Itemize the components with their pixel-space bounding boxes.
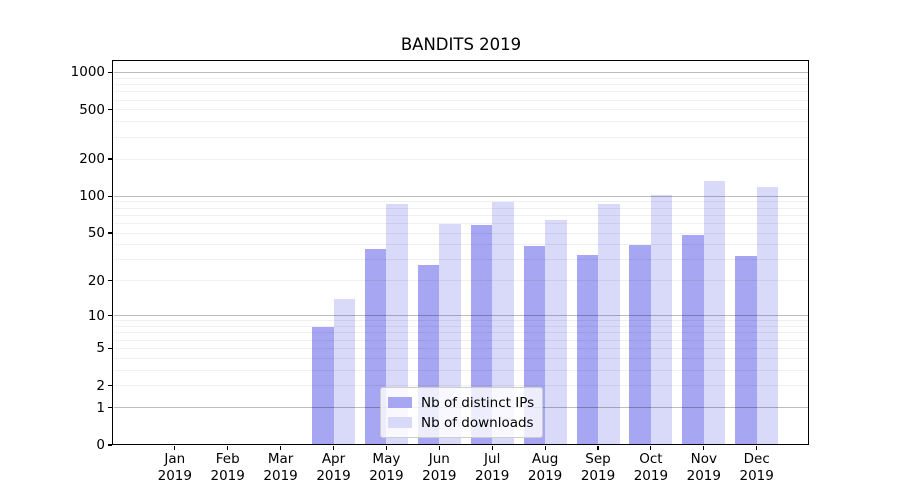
x-axis-tick-label: Jan 2019 [157, 451, 192, 484]
major-gridline [114, 315, 809, 317]
y-tick-mark [107, 280, 112, 282]
bar-nb-of-distinct-ips-oct [629, 244, 651, 445]
bar-nb-of-distinct-ips-apr [312, 326, 334, 445]
minor-gridline [114, 232, 809, 234]
major-gridline [114, 195, 809, 197]
y-axis-tick-label: 0 [96, 437, 105, 453]
minor-gridline [114, 339, 809, 341]
minor-gridline [114, 280, 809, 282]
y-axis-tick-label: 200 [79, 151, 105, 168]
minor-gridline [114, 347, 809, 349]
y-tick-mark [107, 315, 112, 317]
x-tick-mark [544, 445, 546, 451]
minor-gridline [114, 222, 809, 224]
chart-title: BANDITS 2019 [400, 35, 522, 54]
y-axis-tick-label: 1000 [70, 64, 105, 81]
bar-nb-of-distinct-ips-nov [682, 235, 704, 445]
minor-gridline [114, 214, 809, 216]
x-tick-mark [227, 445, 229, 451]
y-tick-mark [107, 407, 112, 409]
legend: Nb of distinct IPs Nb of downloads [380, 387, 543, 438]
minor-gridline [114, 84, 809, 85]
y-axis-tick-label: 20 [87, 272, 105, 289]
x-axis-tick-label: Nov 2019 [686, 451, 721, 484]
x-tick-mark [385, 445, 387, 451]
legend-label-distinct-ips: Nb of distinct IPs [421, 394, 535, 411]
y-tick-mark [107, 385, 112, 387]
minor-gridline [114, 326, 809, 328]
y-tick-mark [107, 158, 112, 160]
bar-nb-of-downloads-dec [756, 187, 779, 445]
minor-gridline [114, 207, 809, 209]
minor-gridline [114, 320, 809, 322]
minor-gridline [114, 369, 809, 371]
minor-gridline [114, 332, 809, 334]
bar-nb-of-downloads-aug [545, 219, 567, 445]
x-axis-tick-label: Jun 2019 [422, 451, 457, 484]
x-axis-tick-label: Oct 2019 [633, 451, 669, 484]
y-tick-mark [107, 195, 112, 197]
major-gridline [114, 71, 809, 73]
x-tick-mark [491, 445, 493, 451]
legend-swatch-distinct-ips [388, 397, 412, 408]
bar-nb-of-downloads-sep [598, 204, 620, 445]
legend-item-downloads: Nb of downloads [388, 415, 542, 431]
legend-label-downloads: Nb of downloads [421, 414, 534, 431]
minor-gridline [114, 158, 809, 160]
x-axis-tick-label: Dec 2019 [739, 451, 774, 484]
bar-nb-of-downloads-nov [703, 180, 726, 445]
x-tick-mark [174, 445, 176, 451]
legend-item-distinct-ips: Nb of distinct IPs [388, 395, 542, 411]
minor-gridline [114, 357, 809, 359]
x-tick-mark [280, 445, 282, 451]
minor-gridline [114, 121, 809, 123]
x-axis-tick-label: Aug 2019 [527, 451, 563, 484]
bar-nb-of-downloads-apr [333, 298, 355, 445]
bar-nb-of-downloads-may [386, 203, 408, 445]
y-axis-tick-label: 5 [96, 340, 105, 357]
legend-swatch-downloads [388, 417, 412, 428]
bar-nb-of-downloads-oct [650, 195, 673, 445]
x-axis-tick-label: Feb 2019 [210, 451, 245, 484]
x-tick-mark [438, 445, 440, 451]
y-axis-tick-label: 2 [96, 377, 105, 394]
x-axis-tick-label: Apr 2019 [316, 451, 351, 484]
bar-nb-of-distinct-ips-sep [576, 254, 598, 445]
minor-gridline [114, 91, 809, 93]
y-axis-tick-label: 1 [96, 399, 105, 416]
bar-nb-of-downloads-jul [492, 201, 514, 445]
y-axis-tick-label: 10 [87, 307, 105, 324]
minor-gridline [114, 109, 809, 111]
x-tick-mark [332, 445, 335, 451]
minor-gridline [114, 244, 809, 246]
x-axis-tick-label: Jul 2019 [475, 451, 510, 484]
x-axis-tick-label: May 2019 [369, 451, 404, 484]
y-axis-tick-label: 100 [79, 188, 105, 205]
minor-gridline [114, 259, 809, 261]
minor-gridline [114, 136, 809, 138]
x-tick-mark [597, 445, 599, 451]
x-axis-tick-label: Sep 2019 [580, 451, 616, 484]
y-tick-mark [107, 347, 112, 349]
y-tick-mark [107, 444, 112, 446]
minor-gridline [114, 385, 809, 387]
y-tick-mark [107, 71, 112, 74]
bar-nb-of-distinct-ips-dec [735, 256, 757, 445]
x-tick-mark [703, 445, 705, 451]
y-tick-mark [107, 109, 112, 111]
minor-gridline [114, 77, 809, 79]
x-tick-mark [650, 445, 652, 451]
x-axis-tick-label: Mar 2019 [263, 451, 298, 484]
y-axis-tick-label: 50 [87, 225, 105, 241]
y-tick-mark [107, 232, 112, 234]
minor-gridline [114, 99, 809, 101]
y-axis-tick-label: 500 [79, 101, 105, 118]
minor-gridline [114, 201, 809, 203]
x-tick-mark [756, 445, 758, 451]
